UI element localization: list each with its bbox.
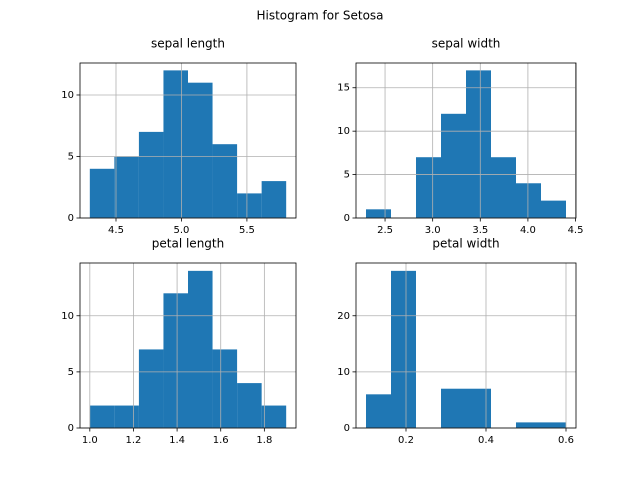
subplot-title: petal length bbox=[152, 237, 224, 251]
bar bbox=[516, 183, 541, 218]
bar bbox=[237, 383, 262, 428]
bar bbox=[163, 293, 188, 428]
subplot-title: sepal length bbox=[151, 37, 225, 51]
axes-frame bbox=[355, 62, 577, 219]
x-tick-label: 5.5 bbox=[239, 225, 255, 236]
bar bbox=[212, 349, 238, 428]
y-tick-label: 10 bbox=[337, 367, 350, 378]
bar bbox=[466, 70, 491, 218]
y-tick-label: 0 bbox=[344, 423, 350, 434]
bar bbox=[261, 405, 287, 428]
y-tick-label: 5 bbox=[68, 151, 74, 162]
bar bbox=[441, 388, 466, 428]
figure-title: Histogram for Setosa bbox=[256, 9, 383, 23]
y-tick-label: 0 bbox=[68, 423, 74, 434]
bar bbox=[466, 388, 491, 428]
bar bbox=[89, 405, 115, 428]
bar bbox=[114, 405, 139, 428]
bar bbox=[541, 422, 566, 428]
y-tick-label: 0 bbox=[344, 213, 350, 224]
x-tick-label: 1.6 bbox=[213, 435, 229, 446]
bar bbox=[188, 270, 213, 428]
bar bbox=[89, 168, 115, 218]
y-tick-label: 10 bbox=[61, 311, 74, 322]
bar bbox=[237, 193, 262, 218]
y-tick-label: 10 bbox=[61, 90, 74, 101]
x-tick-label: 0.4 bbox=[478, 435, 494, 446]
x-tick-label: 3.0 bbox=[425, 225, 441, 236]
bar bbox=[114, 156, 139, 218]
bar bbox=[366, 209, 391, 218]
bar bbox=[163, 70, 188, 218]
x-tick-label: 0.6 bbox=[558, 435, 574, 446]
bar bbox=[391, 270, 416, 428]
y-tick-label: 5 bbox=[344, 170, 350, 181]
bar bbox=[416, 157, 441, 218]
x-tick-label: 1.0 bbox=[82, 435, 98, 446]
axes-frame bbox=[79, 62, 297, 219]
axes-frame bbox=[79, 262, 297, 429]
y-tick-label: 10 bbox=[337, 126, 350, 137]
x-tick-label: 1.4 bbox=[169, 435, 185, 446]
x-tick-label: 4.5 bbox=[108, 225, 124, 236]
bar bbox=[541, 200, 566, 218]
y-tick-label: 15 bbox=[337, 83, 350, 94]
bar bbox=[138, 131, 164, 218]
subplot: 1.0 1.2 1.4 1.6 1.8 0 5 10 petal length bbox=[61, 237, 297, 446]
subplot: 0.2 0.4 0.6 0 10 20 petal width bbox=[337, 237, 577, 446]
y-tick-label: 5 bbox=[68, 367, 74, 378]
subplot: 4.5 5.0 5.5 0 5 10 sepal length bbox=[61, 37, 297, 236]
x-tick-label: 1.2 bbox=[126, 435, 142, 446]
subplot-title: petal width bbox=[432, 237, 499, 251]
x-tick-label: 4.5 bbox=[568, 225, 584, 236]
subplot: 2.5 3.0 3.5 4.0 4.5 0 5 10 15 sepal width bbox=[337, 37, 583, 237]
bar bbox=[491, 157, 516, 218]
x-tick-label: 3.5 bbox=[472, 225, 488, 236]
bar bbox=[138, 349, 164, 428]
subplot-title: sepal width bbox=[432, 37, 501, 51]
bar bbox=[516, 422, 541, 428]
x-tick-label: 2.5 bbox=[377, 225, 393, 236]
x-tick-label: 1.8 bbox=[256, 435, 272, 446]
bar bbox=[441, 113, 466, 218]
y-tick-label: 0 bbox=[68, 213, 74, 224]
x-tick-label: 4.0 bbox=[520, 225, 536, 236]
bar bbox=[261, 181, 287, 218]
bar bbox=[188, 82, 213, 218]
bar bbox=[366, 394, 391, 428]
x-tick-label: 0.2 bbox=[398, 435, 414, 446]
y-tick-label: 20 bbox=[337, 311, 350, 322]
axes-frame bbox=[355, 262, 577, 429]
bar bbox=[212, 144, 238, 218]
x-tick-label: 5.0 bbox=[174, 225, 190, 236]
